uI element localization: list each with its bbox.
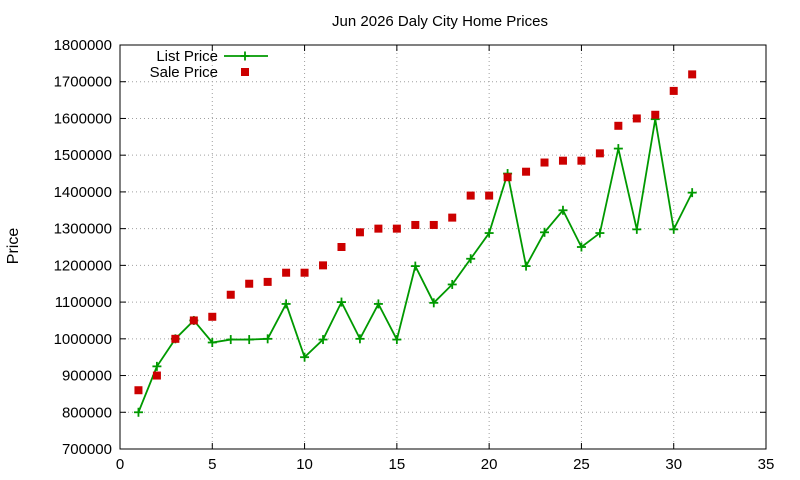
y-tick-label: 1000000 [54,331,112,348]
sale-price-point [374,224,383,233]
list-price-point [133,407,143,417]
x-tick-label: 10 [296,456,313,473]
series-layer [133,70,697,417]
list-price-point [373,299,383,309]
list-price-point [207,337,217,347]
sale-price-point [669,86,678,95]
list-price-point [410,261,420,271]
list-price-point [613,144,623,154]
sale-price-point [448,213,457,222]
y-tick-label: 800000 [62,404,112,421]
sale-price-point [577,156,586,165]
legend-label: Sale Price [150,64,218,81]
x-tick-label: 30 [665,456,682,473]
sale-price-point [337,243,346,251]
sale-price-point [651,110,660,119]
list-price-point [336,297,346,307]
sale-price-point [134,386,143,395]
grid-layer [120,45,766,449]
axes-layer: 0 5 10 15 20 25 30 35 700000 800000 900000 1000000 1… [54,37,775,473]
sale-price-point [540,158,549,167]
list-price-point [392,335,402,345]
sale-price-point [688,70,697,79]
list-price-point [521,261,531,271]
sale-price-point [558,156,567,165]
sale-price-point [411,220,420,229]
y-tick-label: 900000 [62,368,112,385]
list-price-point [355,334,365,344]
x-tick-label: 5 [208,456,216,473]
sale-price-point [522,167,531,176]
y-tick-label: 1800000 [54,37,112,54]
sale-price-point [355,228,364,237]
sale-price-point [300,268,309,277]
sale-price-point [189,316,198,325]
x-tick-label: 20 [481,456,498,473]
legend-swatch-marker [240,51,250,61]
list-price-point [595,228,605,238]
y-tick-label: 1100000 [55,294,112,311]
sale-price-point [282,268,291,277]
legend-swatch-marker [241,68,249,76]
list-price-point [429,298,439,308]
sale-price-point [485,191,494,200]
x-tick-label: 0 [116,456,124,473]
sale-price-point [208,312,217,321]
list-price-point [540,227,550,237]
list-price-point [263,334,273,344]
sale-price-point [263,277,272,286]
y-tick-label: 1700000 [54,74,112,91]
y-axis-label: Price [5,228,22,265]
list-price-point [300,352,310,362]
x-tick-label: 15 [389,456,406,473]
list-price-point [576,242,586,252]
sale-price-point [392,224,401,233]
y-tick-label: 1500000 [54,147,112,164]
list-price-point [687,188,697,198]
sale-price-point [466,191,475,200]
sale-price-point [595,149,604,158]
list-price-point [447,279,457,289]
list-price-point [226,335,236,345]
plot-frame [119,44,767,450]
list-price-point [632,224,642,234]
list-price-point [669,224,679,234]
sale-price-point [614,121,623,130]
x-tick-label: 25 [573,456,590,473]
y-tick-label: 1200000 [54,257,112,274]
series-sale-price [134,70,697,395]
sale-price-point [226,290,235,299]
sale-price-point [152,371,161,380]
x-tick-label: 35 [758,456,775,473]
sale-price-point [245,279,254,288]
y-tick-label: 1400000 [54,184,112,201]
list-price-point [281,299,291,309]
list-price-point [244,335,254,345]
sale-price-point [319,261,328,270]
sale-price-point [171,334,180,343]
list-price-point [558,205,568,215]
y-tick-label: 1600000 [54,110,112,127]
sale-price-point [429,220,438,229]
chart-title: Jun 2026 Daly City Home Prices [332,13,548,30]
list-price-point [466,254,476,264]
y-tick-label: 1300000 [54,221,112,238]
sale-price-point [503,173,512,182]
list-price-point [318,335,328,345]
list-price-point [152,361,162,371]
sale-price-point [632,114,641,123]
y-tick-label: 700000 [62,441,112,458]
list-price-point [484,228,494,238]
legend-label: List Price [156,48,218,65]
